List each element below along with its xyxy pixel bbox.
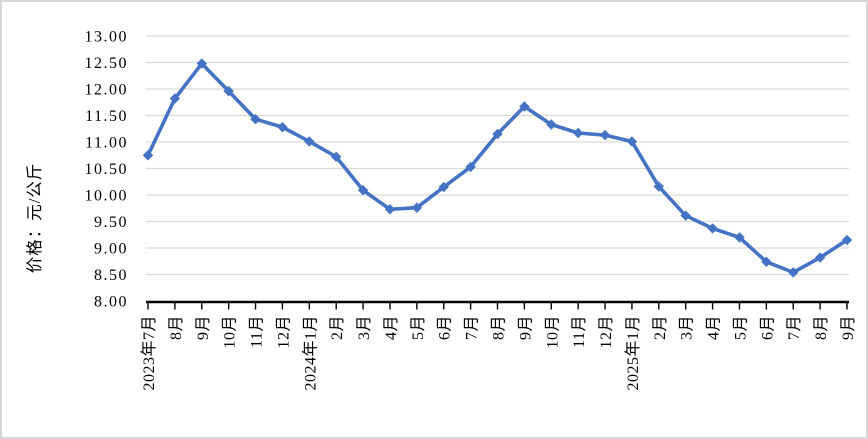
y-axis-tick-label: 9.50 [94, 214, 128, 231]
y-axis-tick-label: 10.50 [85, 161, 129, 178]
data-point-marker [626, 136, 638, 147]
data-point-marker [841, 234, 853, 246]
x-axis-category-label: 2025年1月 [624, 315, 642, 391]
x-axis-category-label: 8月 [168, 315, 185, 340]
x-axis-category-label: 12月 [275, 315, 292, 349]
y-axis-tick-label: 8.50 [94, 267, 128, 284]
data-point-marker [411, 202, 423, 213]
data-point-marker [169, 93, 181, 104]
data-point-marker [250, 114, 261, 125]
data-point-marker [572, 127, 584, 139]
x-axis-category-label: 9月 [195, 315, 212, 340]
y-axis-tick-label: 11.50 [85, 108, 128, 125]
x-axis-category-label: 3月 [356, 315, 373, 340]
data-point-marker [142, 150, 154, 161]
data-point-marker [814, 252, 826, 263]
x-axis-category-label: 7月 [786, 315, 803, 340]
y-axis-tick-label: 12.50 [85, 55, 129, 72]
x-axis-category-label: 2月 [329, 315, 346, 340]
y-axis-title: 价格：元/公斤 [25, 163, 44, 274]
y-axis-tick-label: 9.00 [94, 241, 128, 258]
x-axis-category-label: 8月 [491, 315, 508, 340]
data-point-marker [304, 136, 315, 147]
x-axis-category-label: 2023年7月 [140, 315, 158, 391]
data-point-marker [384, 204, 396, 215]
data-point-marker [734, 232, 745, 243]
data-point-marker [707, 223, 718, 234]
x-axis-category-label: 9月 [517, 315, 534, 340]
y-axis-tick-label: 10.00 [85, 188, 129, 205]
data-point-marker [277, 121, 288, 133]
x-axis-category-label: 2024年1月 [301, 315, 319, 391]
x-axis-category-label: 3月 [679, 315, 696, 340]
y-axis-tick-label: 11.00 [85, 135, 128, 152]
data-point-marker [438, 181, 449, 193]
data-point-marker [196, 58, 207, 69]
x-axis-category-label: 12月 [598, 315, 615, 349]
price-series-layer [142, 58, 853, 278]
data-point-marker [519, 101, 530, 112]
data-point-marker [761, 256, 772, 267]
data-point-marker [465, 161, 476, 173]
axis-labels-layer: 13.00 12.50 12.00 11.50 11.00 10.50 10.00 9.50 9… [85, 29, 858, 391]
y-axis-tick-label: 13.00 [85, 29, 129, 46]
data-point-marker [492, 128, 503, 140]
data-point-marker [330, 151, 342, 163]
y-axis-tick-label: 8.00 [94, 294, 128, 311]
data-point-marker [653, 181, 665, 192]
x-axis-category-label: 10月 [222, 315, 239, 349]
x-axis-category-label: 5月 [410, 315, 427, 340]
data-point-marker [357, 185, 369, 196]
gridlines-layer [146, 35, 849, 276]
data-point-marker [788, 267, 799, 278]
x-axis-category-label: 8月 [813, 315, 830, 340]
data-point-marker [223, 85, 234, 97]
x-axis-category-label: 10月 [544, 315, 561, 349]
x-axis-category-label: 9月 [840, 315, 857, 340]
data-point-marker [546, 119, 557, 130]
x-axis-category-label: 6月 [437, 315, 454, 340]
axis-layer [146, 300, 849, 310]
x-axis-category-label: 6月 [759, 315, 776, 340]
data-point-marker [680, 210, 691, 221]
data-point-marker [599, 129, 611, 141]
x-axis-category-label: 5月 [732, 315, 749, 340]
y-axis-tick-label: 12.00 [85, 82, 129, 99]
x-axis-category-label: 4月 [383, 315, 400, 340]
x-axis-category-label: 11月 [571, 315, 588, 348]
x-axis-category-label: 11月 [249, 315, 266, 348]
x-axis-category-label: 7月 [464, 315, 481, 340]
x-axis-category-label: 2月 [652, 315, 669, 340]
x-axis-category-label: 4月 [706, 315, 723, 340]
